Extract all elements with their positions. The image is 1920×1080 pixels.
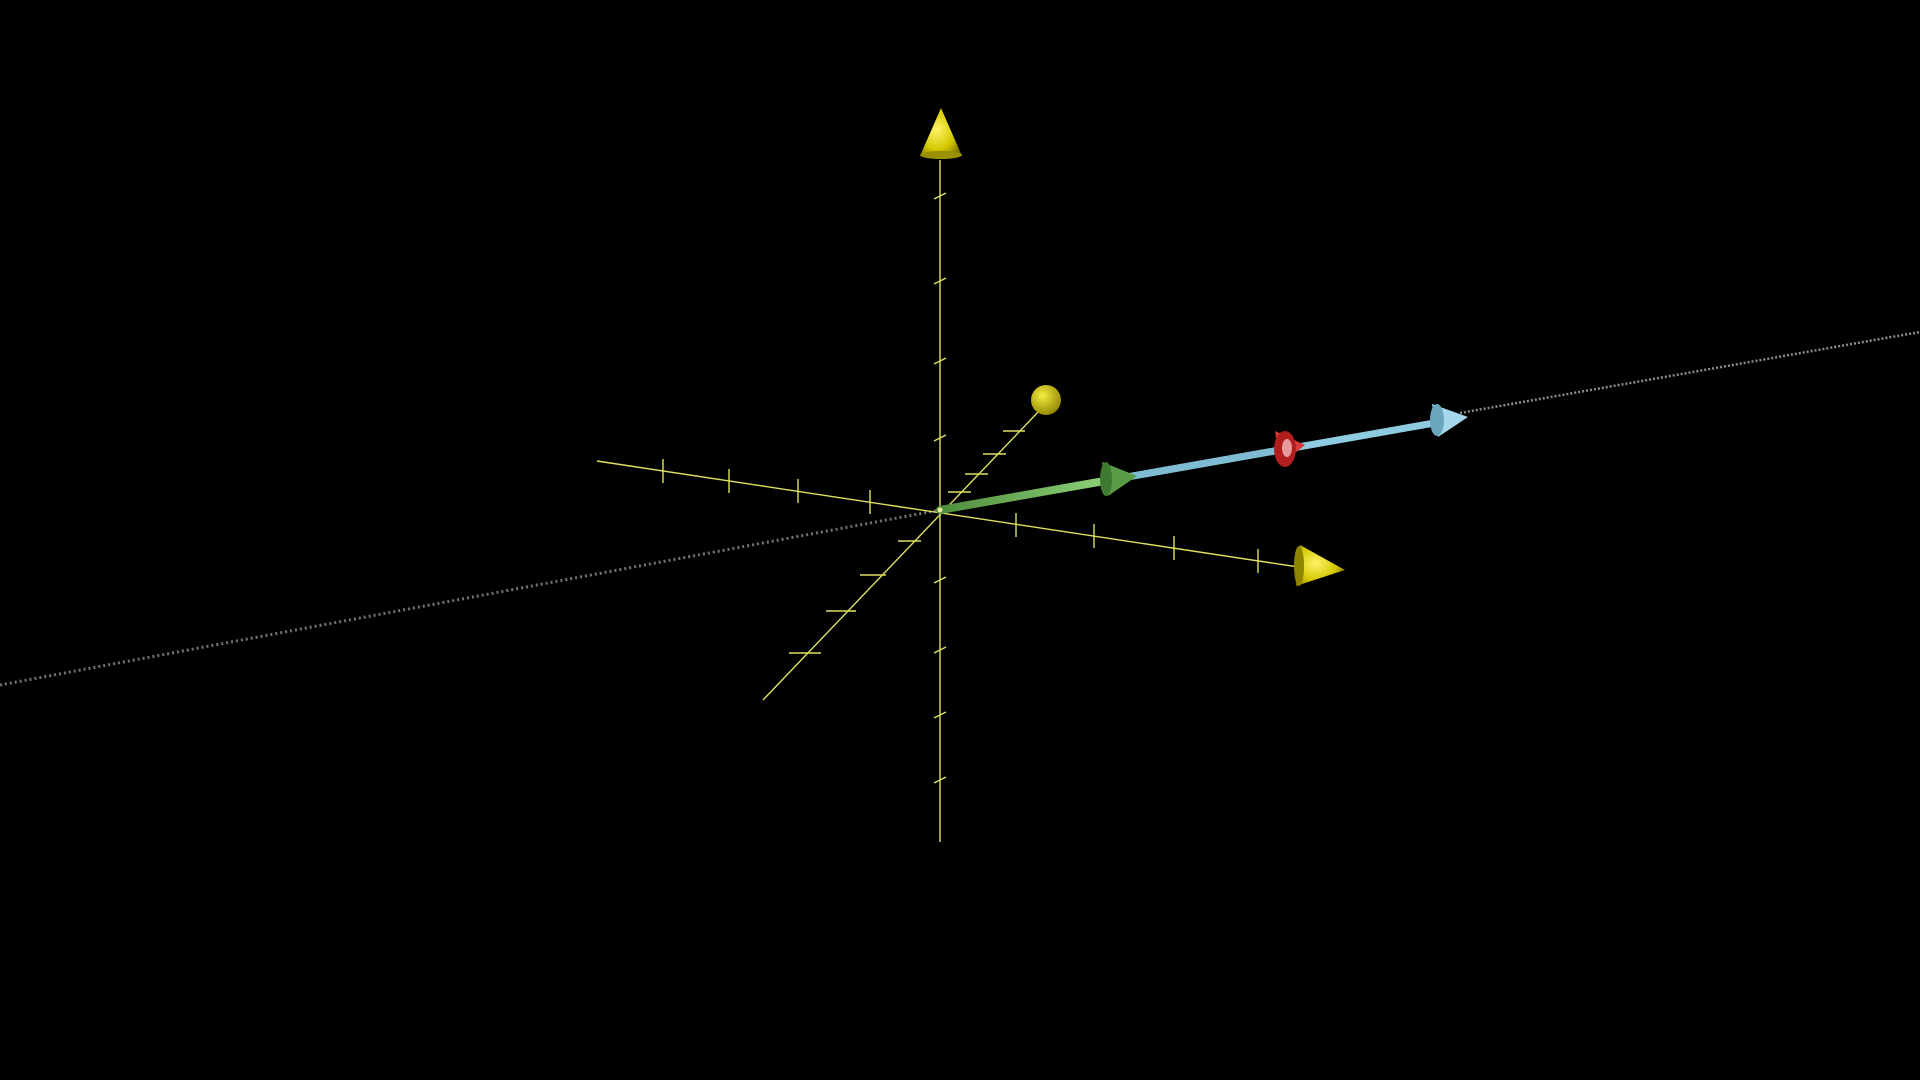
- cyan-arrow-base: [1430, 404, 1444, 436]
- y-tick: [933, 434, 947, 442]
- axes: [596, 160, 1306, 842]
- green-arrow-base: [1100, 462, 1112, 496]
- x-axis-arrowhead: [1296, 545, 1345, 586]
- axis-arrowheads: [920, 108, 1345, 586]
- y-tick: [933, 711, 947, 719]
- y-tick: [933, 357, 947, 365]
- vectors: [936, 404, 1468, 514]
- y-tick: [933, 576, 947, 584]
- cyan-vector-head: [1430, 404, 1468, 437]
- red-arrow-inner: [1282, 439, 1292, 457]
- red-vector-head: [1274, 431, 1305, 467]
- y-axis-arrowhead: [920, 108, 962, 156]
- y-axis-arrowhead-base: [920, 151, 962, 159]
- green-vector-shaft: [936, 476, 1114, 514]
- z-axis: [762, 409, 1041, 701]
- span-line-back: [0, 508, 941, 687]
- x-axis-arrowhead-base: [1294, 546, 1304, 586]
- y-tick: [933, 277, 947, 285]
- origin: [937, 507, 943, 513]
- y-tick: [933, 776, 947, 784]
- x-axis: [596, 460, 1306, 569]
- span-line: [0, 330, 1920, 687]
- span-line-front: [1459, 330, 1920, 415]
- green-vector-head: [1100, 462, 1137, 496]
- y-tick: [933, 192, 947, 200]
- y-tick: [933, 646, 947, 654]
- axis-ticks: [662, 192, 1259, 784]
- point-marker: [1031, 385, 1061, 415]
